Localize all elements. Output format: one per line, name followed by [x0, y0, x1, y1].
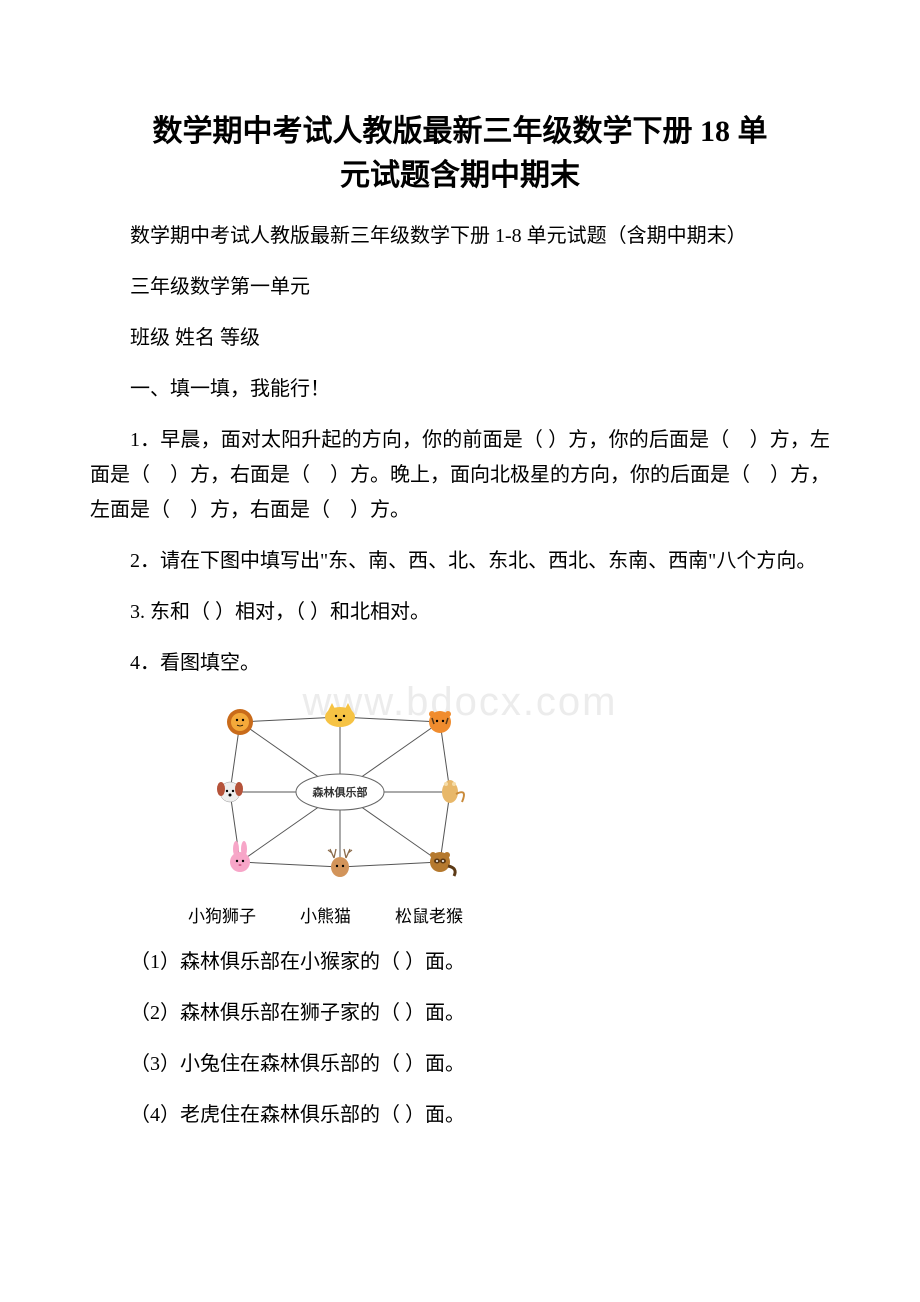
diagram-svg: 森林俱乐部 [210, 697, 470, 892]
intro-paragraph: 数学期中考试人教版最新三年级数学下册 1-8 单元试题（含期中期末） [90, 219, 830, 254]
lion-icon [227, 709, 253, 735]
document-content: 数学期中考试人教版最新三年级数学下册 18 单 元试题含期中期末 数学期中考试人… [90, 110, 830, 1133]
title-line-1: 数学期中考试人教版最新三年级数学下册 18 单 [153, 115, 768, 148]
cat-icon [325, 703, 355, 727]
diagram-label-3: 松鼠老猴 [395, 902, 463, 927]
class-name-grade: 班级 姓名 等级 [90, 321, 830, 356]
question-4-2: （2）森林俱乐部在狮子家的（ ）面。 [90, 996, 830, 1031]
question-4-1: （1）森林俱乐部在小猴家的（ ）面。 [90, 945, 830, 980]
section-1-heading: 一、填一填，我能行！ [90, 372, 830, 407]
diagram-bottom-labels: 小狗狮子 小熊猫 松鼠老猴 [188, 902, 830, 927]
monkey-icon [442, 780, 464, 803]
question-4-4: （4）老虎住在森林俱乐部的（ ）面。 [90, 1098, 830, 1133]
center-label: 森林俱乐部 [313, 785, 368, 799]
dog-icon [217, 782, 243, 802]
diagram-label-1: 小狗狮子 [188, 902, 256, 927]
question-1: 1．早晨，面对太阳升起的方向，你的前面是（ ）方，你的后面是（ ）方，左面是（ … [90, 423, 830, 528]
unit-heading: 三年级数学第一单元 [90, 270, 830, 305]
question-3: 3. 东和（ ）相对，（ ）和北相对。 [90, 595, 830, 630]
raccoon-icon [430, 852, 455, 876]
rabbit-icon [230, 841, 250, 872]
document-title: 数学期中考试人教版最新三年级数学下册 18 单 元试题含期中期末 [90, 110, 830, 197]
question-4-3: （3）小兔住在森林俱乐部的（ ）面。 [90, 1047, 830, 1082]
diagram-label-2: 小熊猫 [300, 902, 351, 927]
question-2: 2．请在下图中填写出"东、南、西、北、东北、西北、东南、西南"八个方向。 [90, 544, 830, 579]
tiger-icon [429, 711, 451, 733]
title-line-2: 元试题含期中期末 [340, 159, 580, 192]
forest-club-diagram: 森林俱乐部 [210, 697, 470, 892]
question-4: 4．看图填空。 [90, 646, 830, 681]
